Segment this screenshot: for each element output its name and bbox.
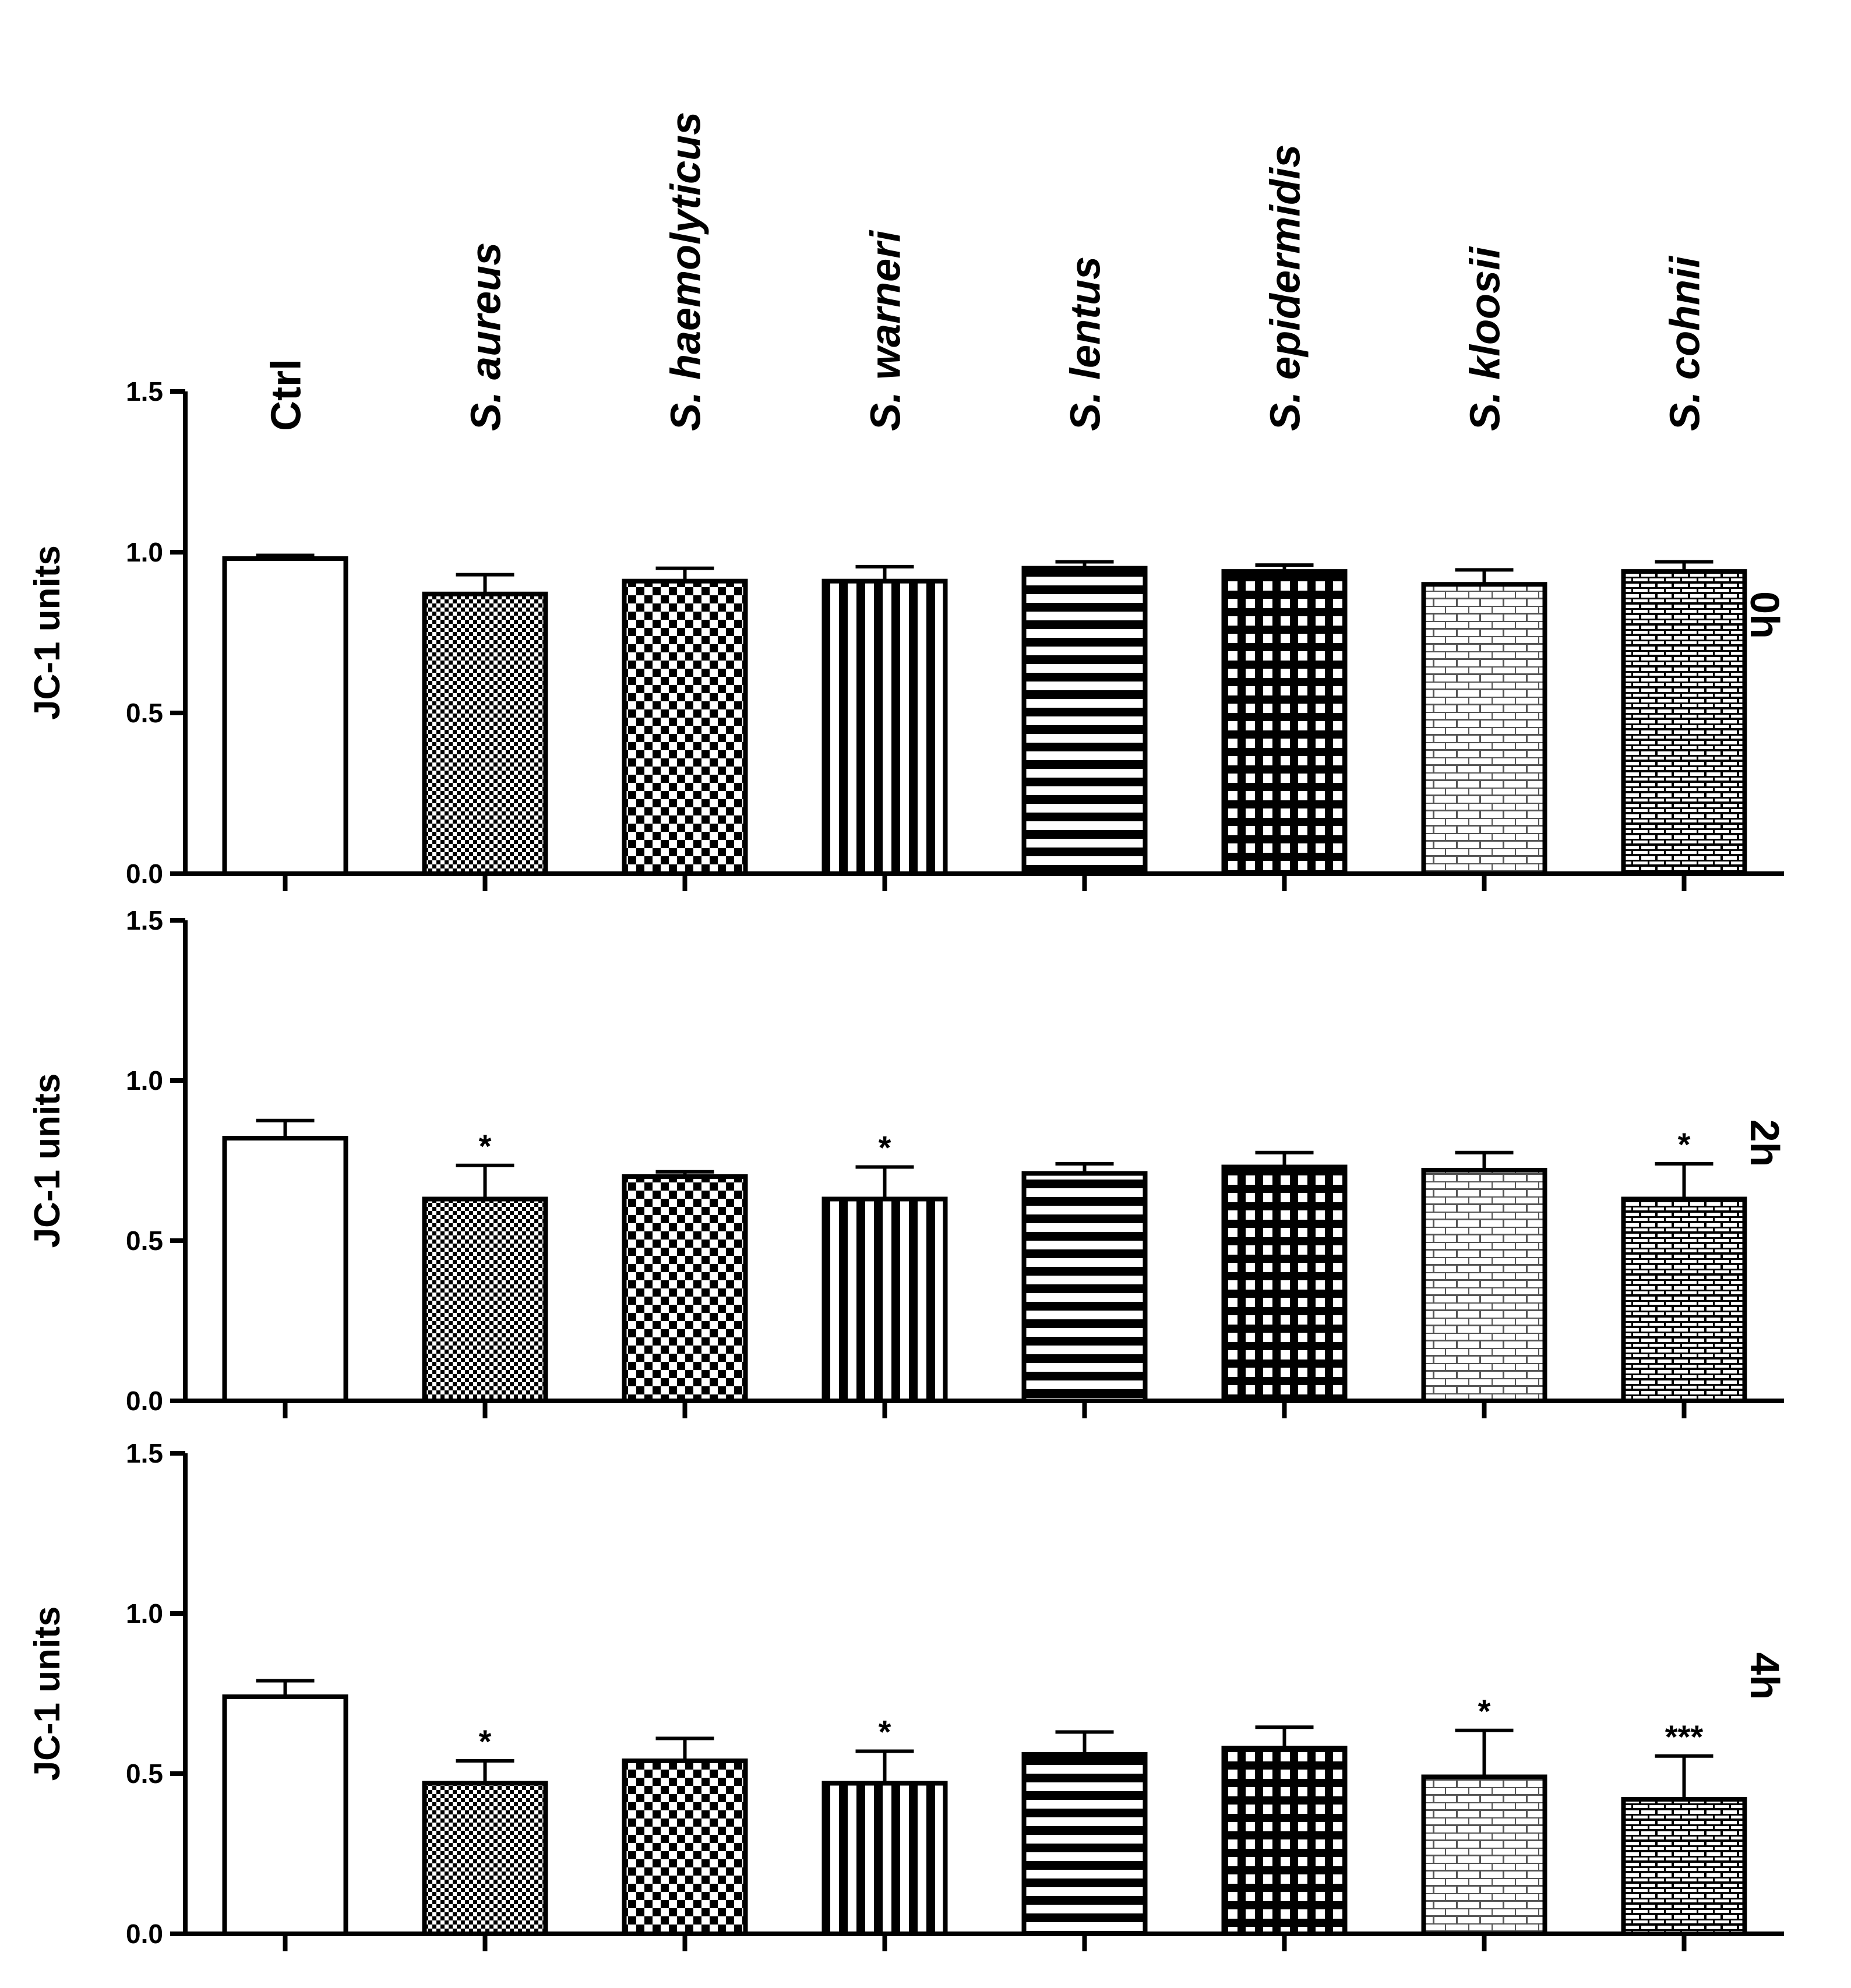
- category-label: S. lentus: [1063, 256, 1109, 431]
- category-label: S. cohnii: [1662, 255, 1709, 431]
- y-tick-label: 1.0: [126, 1598, 163, 1629]
- y-tick-label: 0.5: [126, 1226, 163, 1256]
- bar-2h-0: [222, 1136, 348, 1403]
- y-axis-label: JC-1 units: [27, 545, 68, 720]
- y-axis-label: JC-1 units: [27, 1606, 68, 1781]
- bar-4h-3: [822, 1781, 948, 1936]
- bar-2h-4: [1021, 1171, 1148, 1403]
- bar-4h-6: [1421, 1774, 1547, 1936]
- significance-marker: *: [879, 1129, 891, 1166]
- bar-0h-4: [1021, 566, 1148, 876]
- y-tick-label: 0.0: [126, 859, 163, 889]
- bar-2h-2: [622, 1174, 748, 1403]
- panel-label: 4h: [1742, 1652, 1787, 1700]
- category-label: S. epidermidis: [1263, 144, 1309, 431]
- y-tick-label: 1.5: [126, 376, 163, 407]
- panel-0h: 0.0 0.5 1.0 1.5 JC-1 units 0h: [27, 376, 1787, 891]
- bar-2h-5: [1221, 1164, 1348, 1403]
- panel-label: 2h: [1742, 1120, 1787, 1167]
- significance-marker: *: [479, 1723, 492, 1760]
- y-axis-label: JC-1 units: [27, 1074, 68, 1248]
- bar-2h-1: [422, 1196, 548, 1403]
- significance-marker: ***: [1665, 1718, 1704, 1755]
- y-tick-label: 1.0: [126, 1065, 163, 1096]
- y-tick-label: 0.5: [126, 698, 163, 728]
- panel-2h: 0.0 0.5 1.0 1.5 JC-1 units 2h * * *: [27, 905, 1787, 1418]
- category-label: Ctrl: [263, 359, 310, 431]
- y-tick-label: 0.0: [126, 1386, 163, 1416]
- significance-marker: *: [479, 1128, 492, 1164]
- bar-0h-6: [1421, 582, 1547, 876]
- bar-2h-7: [1621, 1196, 1747, 1403]
- category-label: S. kloosii: [1462, 246, 1509, 431]
- significance-marker: *: [879, 1714, 891, 1750]
- category-label: S. aureus: [463, 242, 510, 431]
- significance-marker: *: [1478, 1693, 1491, 1729]
- bar-2h-3: [822, 1196, 948, 1403]
- bar-0h-7: [1621, 569, 1747, 876]
- bar-0h-5: [1221, 569, 1348, 876]
- bar-0h-2: [622, 578, 748, 876]
- panel-4h: 0.00.51.01.5JC-1 units 4h* *****: [27, 1438, 1787, 1951]
- bar-4h-1: [422, 1781, 548, 1936]
- bar-4h-2: [622, 1759, 748, 1936]
- y-tick-label: 0.5: [126, 1759, 163, 1789]
- y-tick-label: 1.5: [126, 905, 163, 935]
- category-label: S. warneri: [863, 229, 909, 431]
- y-tick-label: 1.5: [126, 1438, 163, 1468]
- y-tick-label: 1.0: [126, 537, 163, 567]
- panel-label: 0h: [1742, 591, 1787, 639]
- bar-4h-5: [1221, 1746, 1348, 1936]
- bar-4h-4: [1021, 1752, 1148, 1936]
- significance-marker: *: [1678, 1126, 1691, 1163]
- bar-2h-6: [1421, 1168, 1547, 1403]
- bar-0h-1: [422, 591, 548, 876]
- bar-4h-0: [222, 1694, 348, 1936]
- y-tick-label: 0.0: [126, 1919, 163, 1949]
- bar-0h-0: [222, 556, 348, 876]
- bar-4h-7: [1621, 1797, 1747, 1936]
- category-label: S. haemolyticus: [663, 112, 710, 431]
- bar-0h-3: [822, 578, 948, 876]
